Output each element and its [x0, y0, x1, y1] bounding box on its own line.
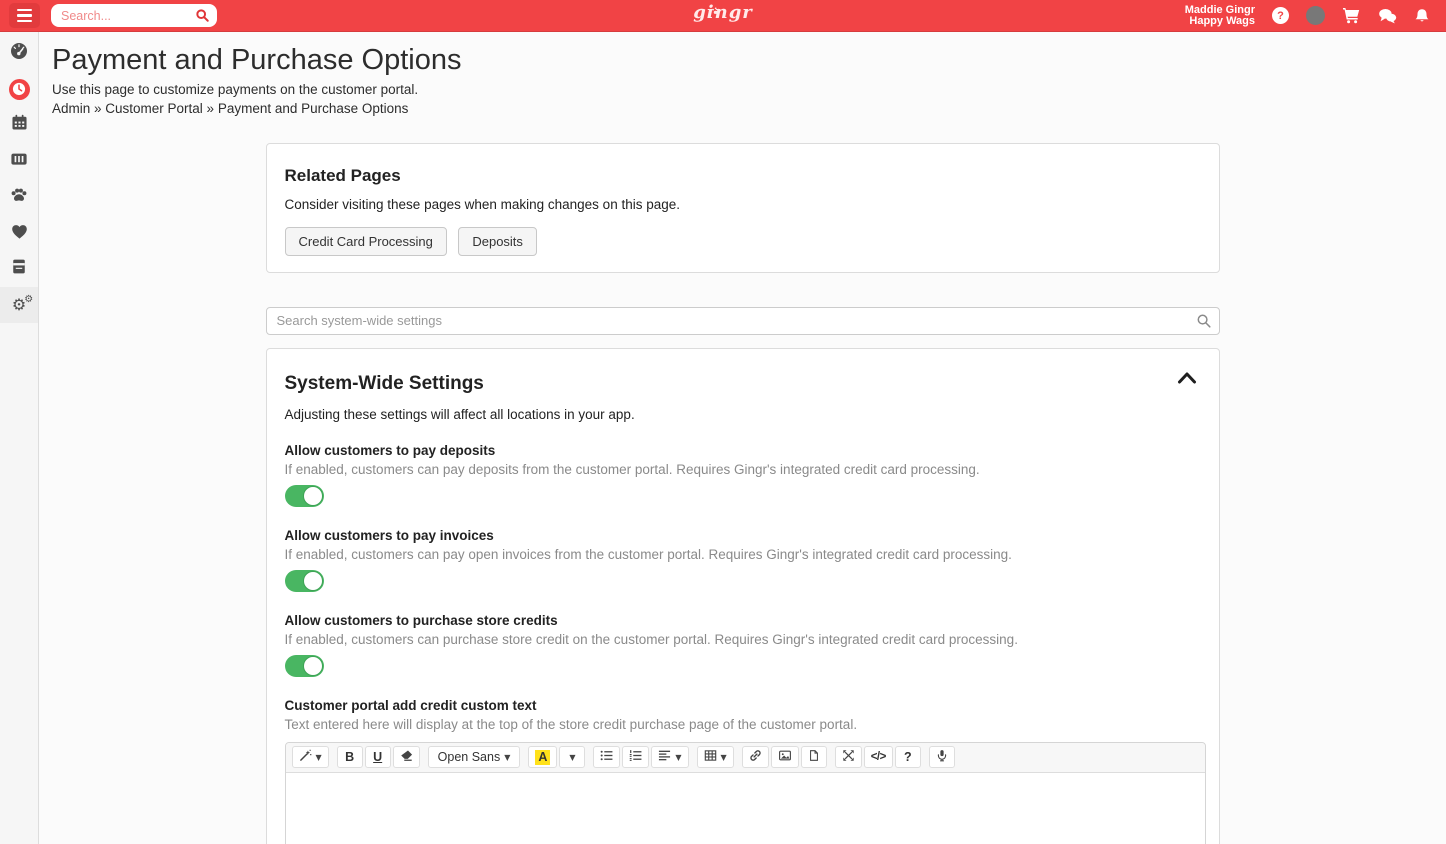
sidebar-item-calendar[interactable] — [0, 107, 38, 143]
editor-content-area[interactable] — [285, 772, 1205, 844]
setting-help: Text entered here will display at the to… — [284, 716, 858, 732]
sidebar-item-dashboard[interactable] — [0, 35, 38, 71]
heart-icon — [10, 222, 29, 245]
page-subtitle: Use this page to customize payments on t… — [52, 81, 419, 97]
underline-button[interactable]: U — [364, 746, 391, 769]
link-button[interactable] — [741, 746, 769, 769]
setting-help: If enabled, customers can pay deposits f… — [284, 461, 980, 477]
rich-text-editor: ▼ B U Open Sans ▼ — [284, 741, 1206, 844]
font-family-dropdown[interactable]: Open Sans ▼ — [427, 746, 521, 769]
settings-search-icon — [1196, 313, 1212, 334]
left-sidebar: ⚙ ⚙ — [0, 32, 39, 844]
unordered-list-icon — [600, 749, 613, 765]
paw-icon — [9, 185, 29, 210]
editor-toolbar: ▼ B U Open Sans ▼ — [285, 742, 1205, 773]
setting-label: Allow customers to pay invoices — [284, 527, 494, 543]
code-view-button[interactable]: </> — [863, 746, 893, 769]
unordered-list-button[interactable] — [593, 746, 621, 769]
dashboard-gauge-icon — [9, 41, 29, 66]
fullscreen-button[interactable] — [834, 746, 862, 769]
font-color-A: A — [535, 749, 551, 765]
paragraph-dropdown-button[interactable]: ▼ — [651, 746, 689, 769]
help-icon[interactable]: ? — [1272, 7, 1289, 24]
ordered-list-icon — [629, 749, 642, 765]
gears-icon: ⚙ ⚙ — [11, 294, 34, 314]
link-icon — [749, 749, 762, 765]
settings-search-input[interactable] — [265, 306, 1220, 335]
kennel-icon — [9, 149, 29, 174]
user-menu[interactable]: Maddie Gingr Happy Wags — [1184, 3, 1255, 27]
setting-help: If enabled, customers can pay open invoi… — [284, 546, 1012, 562]
global-search-input[interactable] — [51, 4, 217, 27]
related-pages-card: Related Pages Consider visiting these pa… — [265, 142, 1220, 273]
dictation-button[interactable] — [928, 746, 955, 769]
align-left-icon — [658, 749, 671, 765]
file-icon — [808, 749, 820, 765]
calendar-icon — [10, 113, 29, 137]
setting-label: Allow customers to purchase store credit… — [284, 612, 558, 628]
deposits-button[interactable]: Deposits — [458, 226, 537, 256]
image-icon — [778, 749, 792, 765]
credit-card-processing-button[interactable]: Credit Card Processing — [284, 226, 447, 256]
bold-button[interactable]: B — [336, 746, 363, 769]
ordered-list-button[interactable] — [622, 746, 650, 769]
hamburger-menu-button[interactable] — [9, 3, 40, 28]
eraser-icon — [400, 749, 413, 765]
related-pages-description: Consider visiting these pages when makin… — [284, 196, 681, 212]
gingr-logo[interactable]: gingr — [693, 2, 753, 23]
setting-purchase-store-credits: Allow customers to purchase store credit… — [284, 612, 1201, 677]
sidebar-item-pets[interactable] — [0, 179, 38, 215]
magic-wand-icon — [299, 749, 312, 765]
microphone-icon — [936, 749, 948, 765]
setting-add-credit-custom-text: Customer portal add credit custom text T… — [284, 697, 1206, 844]
file-button[interactable] — [800, 746, 827, 769]
related-pages-title: Related Pages — [284, 165, 401, 185]
main-content: Payment and Purchase Options Use this pa… — [39, 32, 1446, 844]
user-name: Maddie Gingr — [1184, 3, 1255, 16]
store-credits-toggle[interactable] — [284, 654, 324, 677]
chat-icon[interactable] — [1378, 8, 1397, 24]
system-settings-title: System-Wide Settings — [284, 372, 484, 394]
top-header: gingr Maddie Gingr Happy Wags ? — [0, 0, 1446, 32]
logo-text: gingr — [693, 2, 753, 23]
editor-help-button[interactable]: ? — [894, 746, 921, 769]
clear-formatting-button[interactable] — [392, 746, 420, 769]
table-dropdown-button[interactable]: ▼ — [696, 746, 734, 769]
setting-pay-invoices: Allow customers to pay invoices If enabl… — [284, 527, 1201, 592]
pay-deposits-toggle[interactable] — [284, 484, 324, 507]
bell-icon[interactable] — [1414, 8, 1430, 24]
system-settings-card: System-Wide Settings Adjusting these set… — [265, 347, 1220, 844]
sidebar-item-time-clock[interactable] — [0, 71, 38, 107]
setting-help: If enabled, customers can purchase store… — [284, 631, 1018, 647]
clock-icon — [8, 78, 30, 100]
system-settings-description: Adjusting these settings will affect all… — [284, 406, 635, 422]
cart-icon[interactable] — [1342, 7, 1361, 24]
logo-paw-icon — [711, 0, 720, 20]
avatar[interactable] — [1306, 6, 1325, 25]
sidebar-item-lodging[interactable] — [0, 143, 38, 179]
user-org: Happy Wags — [1189, 14, 1255, 27]
picture-button[interactable] — [770, 746, 799, 769]
font-color-button[interactable]: A — [528, 746, 558, 769]
setting-label: Customer portal add credit custom text — [284, 697, 537, 713]
sidebar-item-wellness[interactable] — [0, 215, 38, 251]
sidebar-item-reports[interactable] — [0, 251, 38, 287]
chevron-up-icon[interactable] — [1177, 371, 1197, 390]
breadcrumb[interactable]: Admin » Customer Portal » Payment and Pu… — [52, 100, 409, 116]
setting-label: Allow customers to pay deposits — [284, 442, 496, 458]
search-icon[interactable] — [195, 8, 210, 28]
sidebar-item-admin[interactable]: ⚙ ⚙ — [0, 287, 38, 323]
book-icon — [10, 257, 28, 281]
arrows-alt-icon — [842, 749, 855, 765]
font-color-dropdown[interactable]: ▼ — [559, 746, 586, 769]
setting-pay-deposits: Allow customers to pay deposits If enabl… — [284, 442, 1201, 507]
style-dropdown-button[interactable]: ▼ — [291, 746, 329, 769]
pay-invoices-toggle[interactable] — [284, 569, 324, 592]
table-icon — [704, 749, 717, 765]
page-title: Payment and Purchase Options — [52, 44, 462, 76]
